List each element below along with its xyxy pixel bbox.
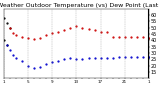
Title: Milwaukee Weather Outdoor Temperature (vs) Dew Point (Last 24 Hours): Milwaukee Weather Outdoor Temperature (v… xyxy=(0,3,160,8)
